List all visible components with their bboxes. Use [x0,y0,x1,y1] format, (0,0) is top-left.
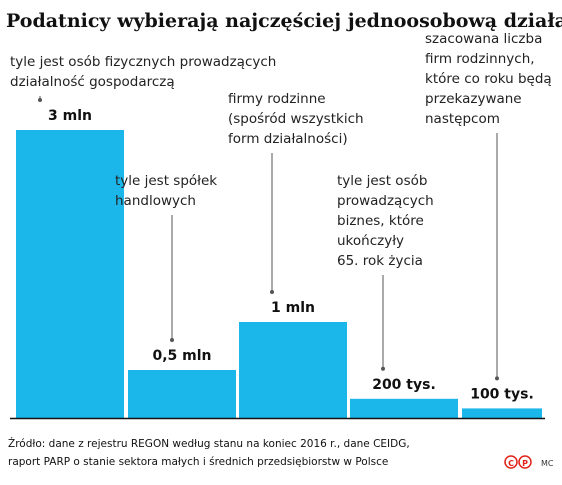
category-label: firmy rodzinne [228,91,326,107]
category-label: form działalności) [228,131,348,147]
category-label: tyle jest osób fizycznych prowadzących [10,54,276,70]
chart-title: Podatnicy wybierają najczęściej jednooso… [6,10,562,32]
category-label: tyle jest osób [337,173,427,189]
bar [128,370,236,418]
category-label: szacowana liczba [425,31,542,47]
category-label: (spośród wszystkich [228,111,364,127]
category-label: które co roku będą [425,71,552,87]
bar [16,130,124,418]
source-line: Źródło: dane z rejestru REGON według sta… [8,437,410,450]
bar [462,408,542,418]
category-label: 65. rok życia [337,253,423,269]
value-label: 100 tys. [470,386,534,402]
bar [239,322,347,418]
connector-dot [381,366,385,371]
value-label: 3 mln [48,108,92,124]
category-label: przekazywane [425,91,522,107]
svg-text:P: P [522,459,528,468]
connector-dot [270,290,274,294]
category-label: handlowych [115,193,196,209]
value-label: 1 mln [271,300,315,316]
value-label: 0,5 mln [152,348,211,364]
category-label: firm rodzinnych, [425,51,535,67]
category-label: ukończyły [337,233,404,249]
category-label: tyle jest spółek [115,173,217,189]
logo: C P [504,455,532,469]
credit: MC [541,459,554,468]
source-line: raport PARP o stanie sektora małych i śr… [8,456,388,468]
connector-dot [38,98,42,102]
value-label: 200 tys. [372,377,436,393]
svg-text:C: C [508,459,514,468]
bar [350,398,458,418]
category-label: działalność gospodarczą [10,74,175,90]
connector-dot [170,338,174,342]
category-label: prowadzących [337,193,434,209]
category-label: biznes, które [337,213,424,229]
connector-dot [495,376,499,381]
category-label: następcom [425,111,500,127]
